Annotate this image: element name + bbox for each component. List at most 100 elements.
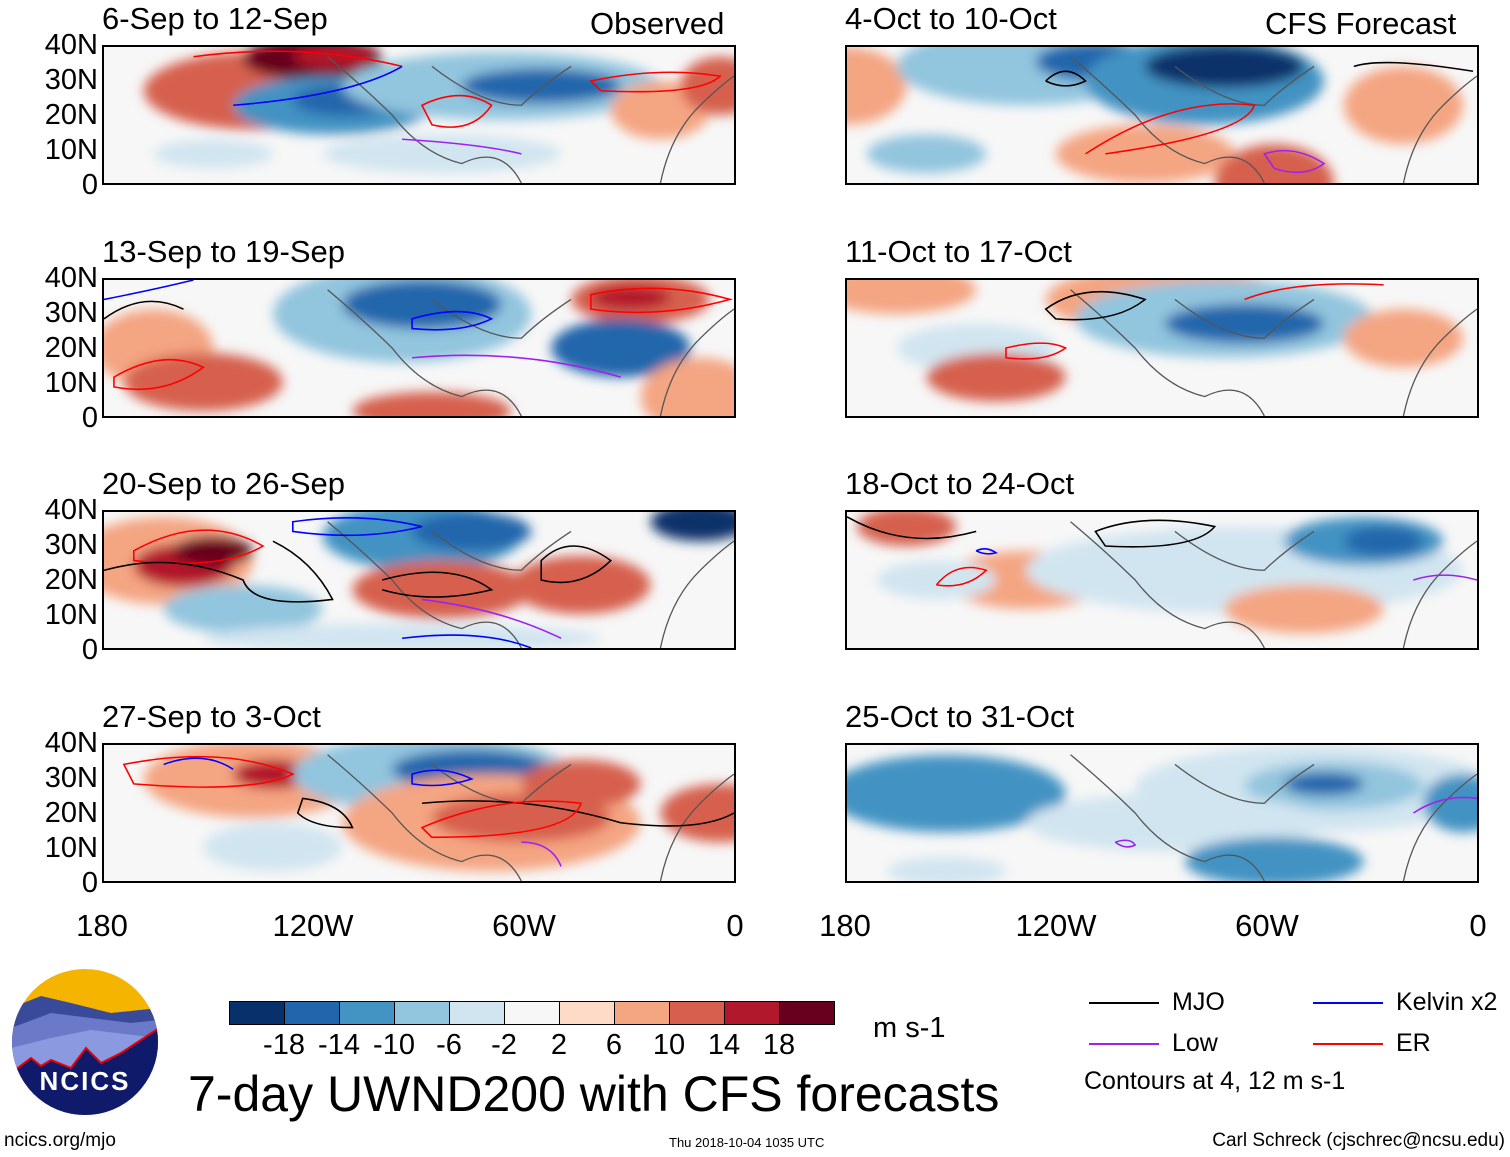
panel-title: 11-Oct to 17-Oct	[845, 234, 1072, 269]
contour-line	[420, 94, 493, 128]
legend-label: MJO	[1172, 988, 1225, 1016]
wind-anomaly-region	[203, 822, 343, 872]
wind-anomaly-region	[1055, 124, 1235, 183]
wind-anomaly-region	[847, 47, 907, 125]
contour-line	[1412, 796, 1477, 814]
contour-line	[104, 540, 334, 603]
contour-line	[1244, 283, 1384, 301]
legend-label: Kelvin x2	[1396, 988, 1498, 1016]
latitude-label: 30N	[44, 529, 98, 561]
contour-line	[1005, 342, 1068, 360]
latitude-label: 20N	[44, 564, 98, 596]
wind-anomaly-region	[412, 512, 532, 551]
wind-field	[847, 512, 1477, 648]
wind-field	[104, 280, 734, 416]
wind-anomaly-region	[352, 560, 532, 619]
colorbar-label: -10	[373, 1029, 415, 1061]
forecast-label: CFS Forecast	[1265, 6, 1457, 41]
wind-anomaly-region	[342, 280, 502, 329]
latitude-label: 10N	[44, 367, 98, 399]
ncics-logo: NCICS	[11, 968, 159, 1116]
latitude-label: 40N	[44, 29, 98, 61]
wind-anomaly-region	[551, 318, 691, 378]
latitude-label: 10N	[44, 832, 98, 864]
map-panel	[102, 510, 736, 650]
contour-line	[382, 571, 494, 598]
latitude-label: 40N	[44, 494, 98, 526]
map-panel	[845, 278, 1479, 418]
colorbar-label: 18	[762, 1029, 796, 1061]
map-panel	[845, 743, 1479, 883]
site-url[interactable]: ncics.org/mjo	[4, 1130, 116, 1151]
wind-field	[122, 745, 734, 881]
wind-anomaly-region	[163, 584, 323, 634]
author-credit: Carl Schreck (cjschrec@ncsu.edu)	[1212, 1130, 1505, 1151]
contour-line	[1045, 70, 1087, 87]
contour-line	[847, 516, 977, 540]
latitude-label: 30N	[44, 64, 98, 96]
colorbar-label: 14	[707, 1029, 741, 1061]
wind-anomaly-region	[521, 759, 641, 809]
contour-line	[590, 287, 733, 314]
wind-anomaly-region	[123, 352, 283, 412]
contour-line	[411, 769, 474, 787]
latitude-label: 40N	[44, 727, 98, 759]
colorbar-swatch	[725, 1002, 780, 1024]
contour-line	[296, 797, 354, 829]
latitude-label: 20N	[44, 332, 98, 364]
timestamp: Thu 2018-10-04 1035 UTC	[669, 1135, 825, 1150]
coastline	[327, 289, 734, 416]
contour-line	[521, 841, 562, 867]
legend-swatch	[1089, 1043, 1159, 1045]
panel-title: 4-Oct to 10-Oct	[845, 1, 1057, 36]
contour-line	[589, 71, 722, 93]
legend-swatch	[1313, 1043, 1383, 1045]
longitude-label: 180	[76, 908, 128, 943]
contour-line	[104, 300, 184, 320]
colorbar-label: -6	[436, 1029, 462, 1061]
longitude-label: 120W	[272, 908, 354, 943]
coastline	[1070, 754, 1477, 881]
wind-anomaly-region	[1164, 304, 1324, 344]
contour-line	[1353, 61, 1474, 73]
map-panel	[845, 45, 1479, 185]
wind-anomaly-region	[461, 68, 621, 104]
longitude-label: 60W	[1235, 908, 1299, 943]
contour-line	[1044, 290, 1147, 321]
latitude-label: 40N	[44, 262, 98, 294]
colorbar-label: 10	[652, 1029, 686, 1061]
contour-line	[975, 548, 998, 555]
wind-anomaly-region	[660, 783, 734, 843]
panel-title: 6-Sep to 12-Sep	[102, 1, 328, 36]
latitude-label: 30N	[44, 297, 98, 329]
contour-line	[421, 598, 562, 639]
contour-line	[1114, 839, 1137, 848]
wind-field	[104, 512, 734, 648]
wind-field	[143, 47, 734, 183]
wind-field	[847, 280, 1477, 416]
colorbar-swatch	[615, 1002, 670, 1024]
figure-title: 7-day UWND200 with CFS forecasts	[188, 1066, 1000, 1122]
wind-anomaly-region	[856, 512, 957, 546]
wind-anomaly-region	[1224, 584, 1384, 634]
latitude-label: 10N	[44, 134, 98, 166]
map-panel	[102, 278, 736, 418]
panel-title: 20-Sep to 26-Sep	[102, 466, 346, 501]
map-panel	[102, 45, 736, 185]
colorbar-swatch	[450, 1002, 505, 1024]
svg-text:NCICS: NCICS	[40, 1066, 131, 1096]
wind-anomaly-region	[153, 139, 273, 169]
wind-anomaly-region	[1343, 309, 1464, 368]
wind-anomaly-region	[352, 391, 512, 416]
contour-line	[233, 65, 403, 107]
contour-line	[1094, 519, 1217, 548]
panel-title: 27-Sep to 3-Oct	[102, 699, 321, 734]
wind-field	[847, 745, 1477, 881]
colorbar-swatch	[395, 1002, 450, 1024]
colorbar-swatch	[285, 1002, 340, 1024]
wind-anomaly-region	[511, 555, 651, 614]
wind-anomaly-region	[1284, 772, 1364, 796]
contour-line	[935, 566, 988, 587]
longitude-label: 180	[819, 908, 871, 943]
